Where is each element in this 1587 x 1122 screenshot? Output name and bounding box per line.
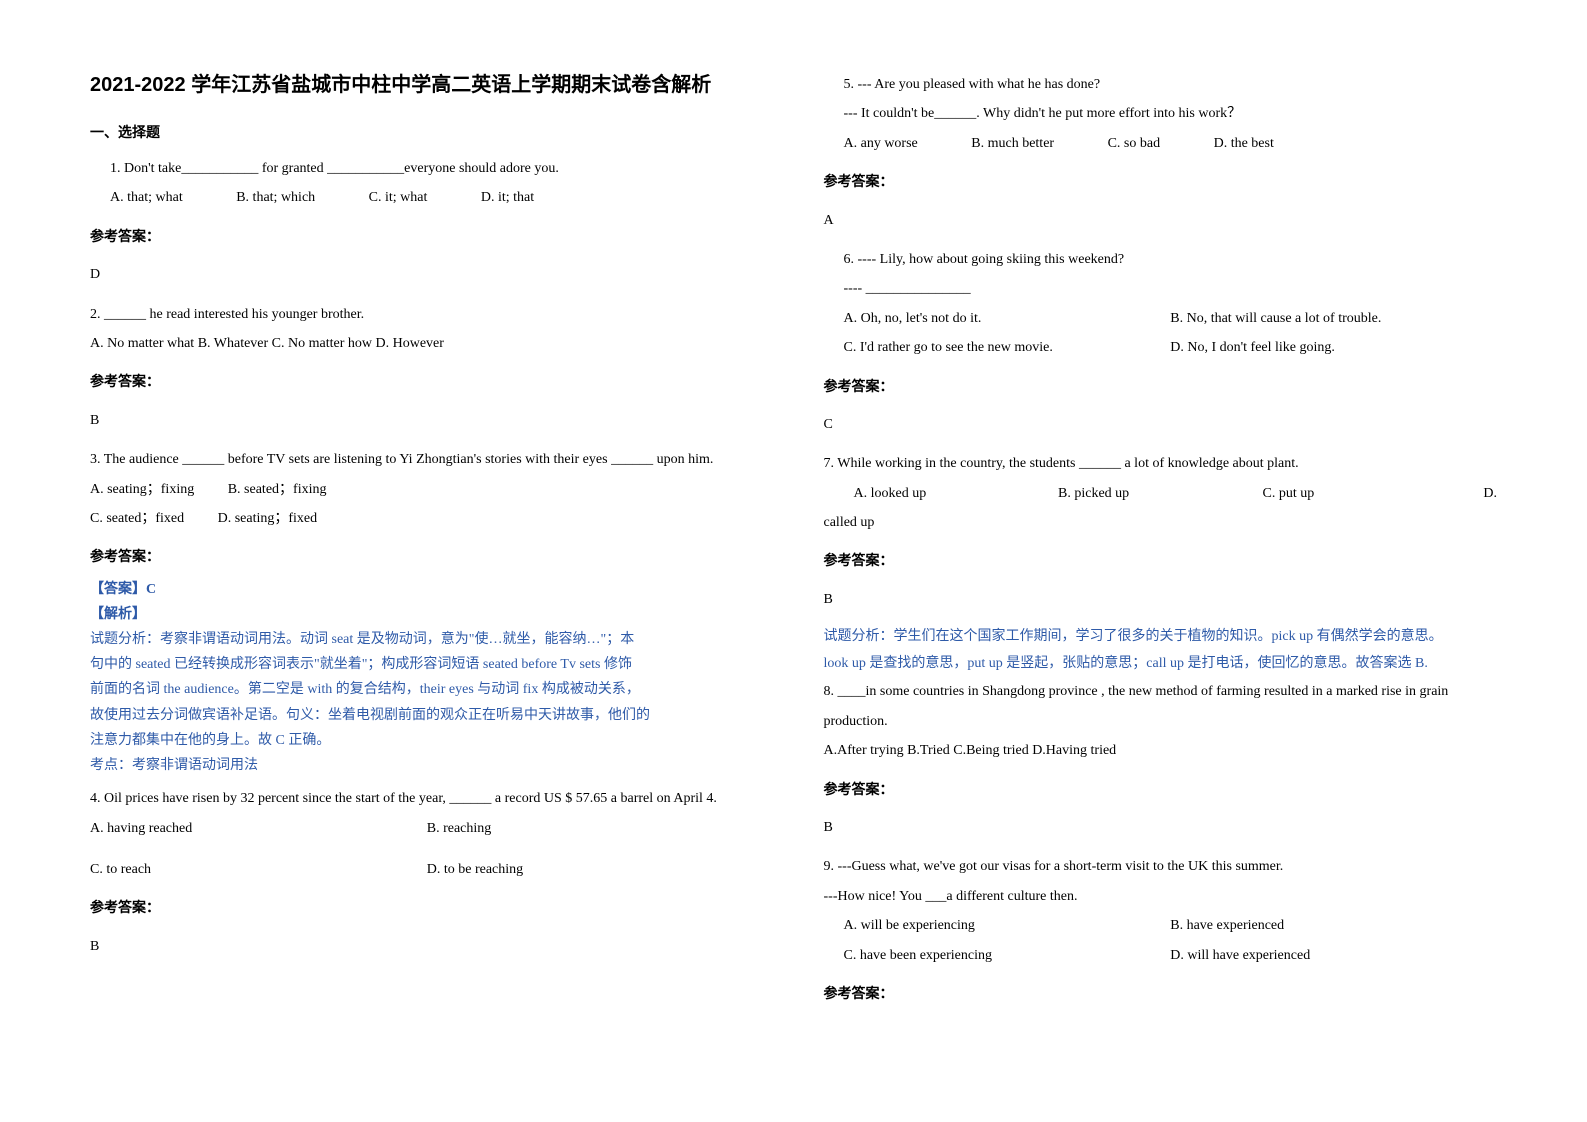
q3-text: 3. The audience ______ before TV sets ar… [90, 445, 764, 474]
question-4: 4. Oil prices have risen by 32 percent s… [90, 784, 764, 884]
q2-options: A. No matter what B. Whatever C. No matt… [90, 329, 764, 358]
q9-opt-c: C. have been experiencing [844, 941, 1171, 970]
q6-answer: C [824, 410, 1498, 439]
question-9: 9. ---Guess what, we've got our visas fo… [824, 852, 1498, 970]
q1-opt-a: A. that; what [110, 183, 183, 212]
q3-analysis-line-5: 考点：考察非谓语动词用法 [90, 753, 764, 778]
q7-answer: B [824, 585, 1498, 614]
q5-opt-c: C. so bad [1108, 129, 1161, 158]
q9-opt-d: D. will have experienced [1170, 941, 1497, 970]
q5-ref-answer-label: 参考答案： [824, 168, 1498, 197]
q7-ref-answer-label: 参考答案： [824, 547, 1498, 576]
q1-opt-d: D. it; that [481, 183, 534, 212]
question-7: 7. While working in the country, the stu… [824, 449, 1498, 537]
q7-opt-c: C. put up [1263, 479, 1468, 508]
q9-line1: 9. ---Guess what, we've got our visas fo… [824, 852, 1498, 881]
q6-opt-c: C. I'd rather go to see the new movie. [844, 333, 1171, 362]
left-column: 2021-2022 学年江苏省盐城市中柱中学高二英语上学期期末试卷含解析 一、选… [90, 70, 764, 1052]
q7-opt-a: A. looked up [824, 479, 1059, 508]
q2-answer: B [90, 406, 764, 435]
q4-options: A. having reached B. reaching C. to reac… [90, 814, 764, 885]
q9-options: A. will be experiencing B. have experien… [844, 911, 1498, 970]
question-3: 3. The audience ______ before TV sets ar… [90, 445, 764, 533]
q6-line1: 6. ---- Lily, how about going skiing thi… [844, 245, 1498, 274]
q7-text: 7. While working in the country, the stu… [824, 449, 1498, 478]
q7-opt-d-prefix: D. [1467, 479, 1497, 508]
question-8: 8. ____in some countries in Shangdong pr… [824, 677, 1498, 765]
q3-opt-a: A. seating；fixing [90, 475, 194, 504]
q3-analysis-label: 【解析】 [90, 602, 764, 627]
q7-analysis-line-1: look up 是查找的意思，put up 是竖起，张贴的意思；call up … [824, 651, 1498, 678]
question-2: 2. ______ he read interested his younger… [90, 300, 764, 359]
q4-opt-b: B. reaching [427, 814, 764, 843]
q4-opt-d: D. to be reaching [427, 855, 764, 884]
q3-analysis-line-1: 句中的 seated 已经转换成形容词表示"就坐着"；构成形容词短语 seate… [90, 652, 764, 677]
q3-options-row2: C. seated；fixed D. seating；fixed [90, 504, 764, 533]
q6-opt-d: D. No, I don't feel like going. [1170, 333, 1497, 362]
q5-line1: 5. --- Are you pleased with what he has … [844, 70, 1498, 99]
q3-analysis-line-4: 注意力都集中在他的身上。故 C 正确。 [90, 728, 764, 753]
q5-opt-b: B. much better [971, 129, 1054, 158]
q1-ref-answer-label: 参考答案： [90, 223, 764, 252]
q4-opt-c: C. to reach [90, 855, 427, 884]
q3-answer-label: 【答案】C [90, 577, 764, 602]
q3-opt-b: B. seated；fixing [228, 475, 327, 504]
q3-ref-answer-label: 参考答案： [90, 543, 764, 572]
q5-answer: A [824, 206, 1498, 235]
question-1: 1. Don't take___________ for granted ___… [90, 154, 764, 213]
q8-ref-answer-label: 参考答案： [824, 776, 1498, 805]
q9-opt-b: B. have experienced [1170, 911, 1497, 940]
q3-opt-d: D. seating；fixed [218, 504, 318, 533]
q2-text: 2. ______ he read interested his younger… [90, 300, 764, 329]
q3-analysis-line-0: 试题分析：考察非谓语动词用法。动词 seat 是及物动词，意为"使…就坐，能容纳… [90, 627, 764, 652]
q5-opt-a: A. any worse [844, 129, 918, 158]
q1-opt-b: B. that; which [236, 183, 315, 212]
q4-text: 4. Oil prices have risen by 32 percent s… [90, 784, 764, 813]
q6-opt-a: A. Oh, no, let's not do it. [844, 304, 1171, 333]
question-6: 6. ---- Lily, how about going skiing thi… [824, 245, 1498, 363]
exam-title: 2021-2022 学年江苏省盐城市中柱中学高二英语上学期期末试卷含解析 [90, 70, 764, 100]
q5-opt-d: D. the best [1214, 129, 1274, 158]
q7-analysis: 试题分析：学生们在这个国家工作期间，学习了很多的关于植物的知识。pick up … [824, 624, 1498, 677]
q7-analysis-line-0: 试题分析：学生们在这个国家工作期间，学习了很多的关于植物的知识。pick up … [824, 624, 1498, 651]
q3-opt-c: C. seated；fixed [90, 504, 184, 533]
q8-answer: B [824, 813, 1498, 842]
q6-options: A. Oh, no, let's not do it. B. No, that … [844, 304, 1498, 363]
q1-options: A. that; what B. that; which C. it; what… [110, 183, 764, 212]
q6-ref-answer-label: 参考答案： [824, 373, 1498, 402]
q5-line2: --- It couldn't be______. Why didn't he … [844, 99, 1498, 128]
q7-opt-b: B. picked up [1058, 479, 1263, 508]
q1-text: 1. Don't take___________ for granted ___… [110, 154, 764, 183]
q7-opt-d: called up [824, 508, 1498, 537]
q1-opt-c: C. it; what [369, 183, 428, 212]
q9-ref-answer-label: 参考答案： [824, 980, 1498, 1009]
q9-line2: ---How nice! You ___a different culture … [824, 882, 1498, 911]
q1-answer: D [90, 260, 764, 289]
q8-options: A.After trying B.Tried C.Being tried D.H… [824, 736, 1498, 765]
q2-ref-answer-label: 参考答案： [90, 368, 764, 397]
question-5: 5. --- Are you pleased with what he has … [824, 70, 1498, 158]
q4-ref-answer-label: 参考答案： [90, 894, 764, 923]
right-column: 5. --- Are you pleased with what he has … [824, 70, 1498, 1052]
section-heading: 一、选择题 [90, 122, 764, 142]
q3-options-row1: A. seating；fixing B. seated；fixing [90, 475, 764, 504]
q4-opt-a: A. having reached [90, 814, 427, 843]
q3-analysis-line-2: 前面的名词 the audience。第二空是 with 的复合结构，their… [90, 677, 764, 702]
q7-options: A. looked up B. picked up C. put up D. [824, 479, 1498, 508]
q3-analysis: 【答案】C 【解析】 试题分析：考察非谓语动词用法。动词 seat 是及物动词，… [90, 577, 764, 779]
q3-analysis-line-3: 故使用过去分词做宾语补足语。句义：坐着电视剧前面的观众正在听易中天讲故事，他们的 [90, 703, 764, 728]
q9-opt-a: A. will be experiencing [844, 911, 1171, 940]
q5-options: A. any worse B. much better C. so bad D.… [844, 129, 1498, 158]
q8-text: 8. ____in some countries in Shangdong pr… [824, 677, 1498, 736]
q6-opt-b: B. No, that will cause a lot of trouble. [1170, 304, 1497, 333]
q6-line2: ---- _______________ [844, 274, 1498, 303]
q4-answer: B [90, 932, 764, 961]
